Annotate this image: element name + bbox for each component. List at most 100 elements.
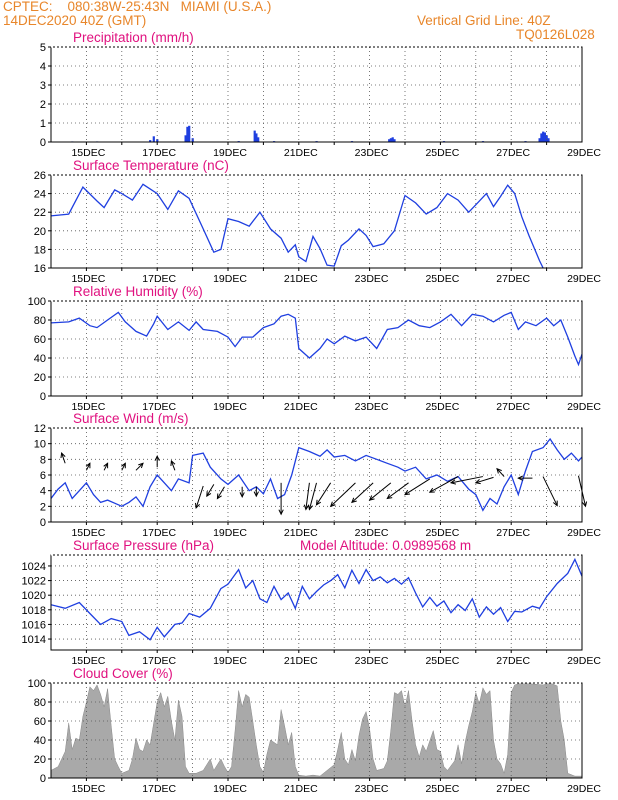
x-tick-label: 21DEC bbox=[284, 401, 318, 413]
plot-frame bbox=[50, 174, 583, 269]
wind-arrow-23 bbox=[474, 476, 494, 485]
x-tick-label: 27DEC bbox=[496, 273, 530, 285]
x-tick-label: 25DEC bbox=[425, 273, 459, 285]
wind-arrow-5 bbox=[154, 455, 160, 468]
x-tick-label: 23DEC bbox=[355, 655, 389, 667]
y-tick-label: 8 bbox=[40, 454, 46, 466]
wind-arrow-10 bbox=[239, 486, 245, 499]
x-tick-label: 15DEC bbox=[71, 401, 105, 413]
precip-bar-11 bbox=[255, 133, 258, 142]
x-tick-label: 23DEC bbox=[355, 147, 389, 159]
x-tick-label: 27DEC bbox=[496, 783, 530, 795]
wind-arrow-16 bbox=[329, 482, 356, 508]
temp-line bbox=[51, 183, 544, 268]
x-tick-label: 19DEC bbox=[213, 655, 247, 667]
y-tick-label: 24 bbox=[34, 189, 46, 201]
precip-bar-10 bbox=[253, 130, 256, 142]
y-tick-label: 0 bbox=[40, 391, 46, 403]
x-tick-label: 25DEC bbox=[425, 783, 459, 795]
precip-bar-3 bbox=[152, 136, 155, 142]
x-tick-label: 21DEC bbox=[284, 783, 318, 795]
y-tick-label: 26 bbox=[34, 170, 46, 182]
precip-bar-26 bbox=[543, 132, 546, 142]
y-tick-label: 80 bbox=[34, 697, 46, 709]
x-tick-label: 15DEC bbox=[71, 273, 105, 285]
y-tick-label: 100 bbox=[28, 678, 46, 690]
x-tick-label: 23DEC bbox=[355, 783, 389, 795]
x-tick-label: 15DEC bbox=[71, 147, 105, 159]
x-tick-label: 17DEC bbox=[142, 401, 176, 413]
y-tick-label: 6 bbox=[40, 470, 46, 482]
x-tick-label: 17DEC bbox=[142, 147, 176, 159]
x-tick-label: 23DEC bbox=[355, 401, 389, 413]
pressure-line bbox=[51, 557, 582, 641]
y-tick-label: 1024 bbox=[22, 561, 46, 573]
wind-arrow-3 bbox=[121, 462, 126, 471]
header-location: CPTEC: 080:38W-25:43N MIAMI (U.S.A.) bbox=[3, 0, 272, 14]
wind-arrow-18 bbox=[368, 482, 392, 501]
y-tick-label: 1022 bbox=[22, 576, 46, 588]
y-tick-label: 0 bbox=[40, 137, 46, 149]
y-tick-label: 40 bbox=[34, 735, 46, 747]
precip-bar-19 bbox=[393, 139, 396, 142]
x-tick-label: 17DEC bbox=[142, 273, 176, 285]
y-tick-label: 16 bbox=[34, 263, 46, 275]
panel-rh: 0 20 40 60 80 100 15DEC 17DEC 19DEC 21DEC 23DEC 25D… bbox=[28, 284, 602, 413]
y-tick-label: 1020 bbox=[22, 590, 46, 602]
x-tick-label: 21DEC bbox=[284, 655, 318, 667]
rh-line bbox=[51, 311, 582, 367]
precip-bar-16 bbox=[388, 139, 391, 142]
wind-arrow-0 bbox=[60, 452, 66, 464]
panel-title: Relative Humidity (%) bbox=[73, 284, 203, 299]
x-tick-label: 21DEC bbox=[284, 273, 318, 285]
y-tick-label: 5 bbox=[40, 42, 46, 54]
precip-bar-7 bbox=[188, 125, 191, 142]
y-tick-label: 4 bbox=[40, 61, 46, 73]
y-tick-label: 80 bbox=[34, 315, 46, 327]
x-tick-label: 19DEC bbox=[213, 527, 247, 539]
precip-bar-25 bbox=[542, 131, 545, 142]
x-tick-label: 29DEC bbox=[567, 783, 601, 795]
y-tick-label: 20 bbox=[34, 226, 46, 238]
x-tick-label: 23DEC bbox=[355, 273, 389, 285]
y-tick-label: 4 bbox=[40, 486, 46, 498]
plot-frame bbox=[50, 46, 583, 143]
x-tick-label: 21DEC bbox=[284, 527, 318, 539]
x-tick-label: 17DEC bbox=[142, 783, 176, 795]
precip-bar-27 bbox=[545, 135, 548, 142]
wind-arrow-15 bbox=[315, 482, 332, 506]
x-tick-label: 21DEC bbox=[284, 147, 318, 159]
y-tick-label: 0 bbox=[40, 773, 46, 785]
header-grid-note: Vertical Grid Line: 40Z bbox=[417, 13, 551, 28]
y-tick-label: 1 bbox=[40, 118, 46, 130]
panel-wind: 0 2 4 6 8 10 12 15DEC 17DEC 19DEC 21DEC 23DEC 25DEC 2… bbox=[34, 411, 602, 539]
x-tick-label: 27DEC bbox=[496, 147, 530, 159]
wind-arrow-17 bbox=[351, 482, 374, 504]
wind-arrow-9 bbox=[216, 486, 225, 500]
panel-pressure: 1014 1016 1018 1020 1022 1024 15DEC 17DEC 19DEC 2… bbox=[22, 538, 602, 667]
wind-arrow-12 bbox=[278, 482, 284, 516]
x-tick-label: 23DEC bbox=[355, 527, 389, 539]
wind-arrow-14 bbox=[308, 482, 317, 511]
wind-line bbox=[51, 437, 582, 512]
y-tick-label: 18 bbox=[34, 244, 46, 256]
x-tick-label: 29DEC bbox=[567, 401, 601, 413]
panel-title: Surface Temperature (nC) bbox=[73, 158, 229, 173]
panel-title: Surface Pressure (hPa) bbox=[73, 538, 214, 553]
x-tick-label: 19DEC bbox=[213, 273, 247, 285]
precip-bar-17 bbox=[389, 138, 392, 142]
y-tick-label: 2 bbox=[40, 99, 46, 111]
x-tick-label: 29DEC bbox=[567, 655, 601, 667]
precip-bar-28 bbox=[547, 138, 550, 142]
wind-arrow-11 bbox=[253, 486, 259, 498]
x-tick-label: 29DEC bbox=[567, 527, 601, 539]
panel-cloud: 0 20 40 60 80 100 15DEC 17DEC 19DEC 21DEC 23DEC 25D… bbox=[28, 666, 602, 795]
plot-frame bbox=[50, 554, 583, 651]
y-tick-label: 100 bbox=[28, 296, 46, 308]
precip-bar-6 bbox=[186, 126, 189, 142]
x-tick-label: 27DEC bbox=[496, 527, 530, 539]
wind-arrow-22 bbox=[449, 476, 483, 485]
wind-arrow-20 bbox=[404, 478, 431, 496]
y-tick-label: 22 bbox=[34, 207, 46, 219]
